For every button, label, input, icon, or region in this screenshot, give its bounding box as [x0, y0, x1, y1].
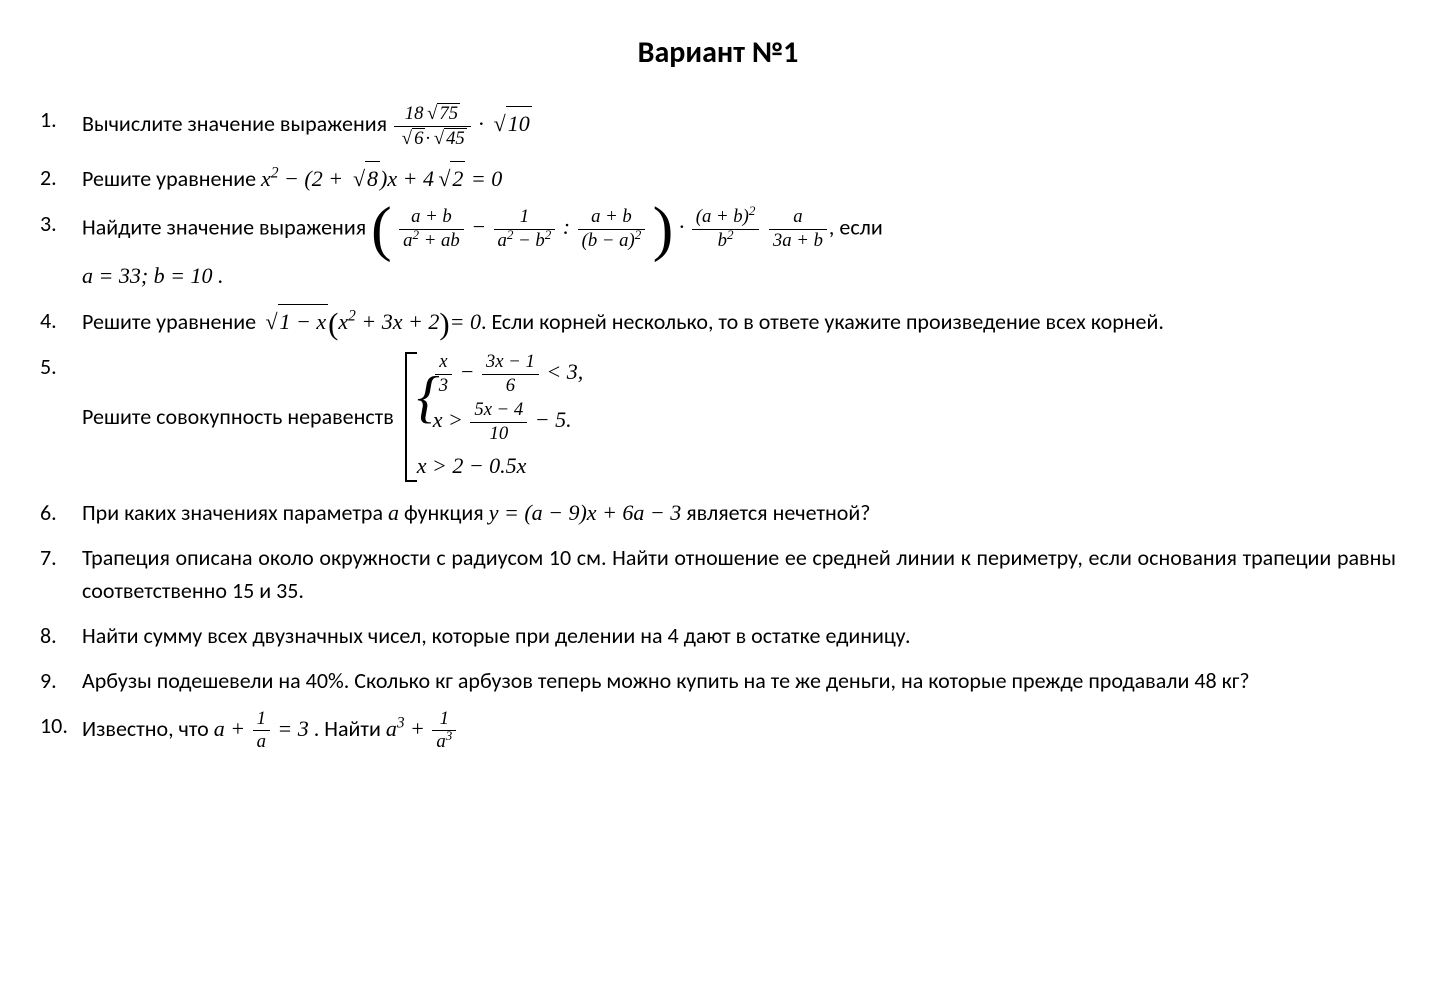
- p5-line1: x3 − 3x − 16 < 3,: [433, 350, 584, 398]
- problem-10: Известно, что a + 1a = 3 . Найти a3 + 1a…: [40, 709, 1396, 753]
- p3-f4de: 2: [727, 226, 734, 241]
- p5-l1f2d: 6: [482, 375, 539, 397]
- p2-x: x: [261, 166, 271, 191]
- p10-e2fdb: a: [436, 731, 445, 752]
- problem-7: Трапеция описана около окружности с ради…: [40, 541, 1396, 607]
- p10-text-mid: . Найти: [309, 715, 386, 742]
- p5-l1end: < 3,: [541, 359, 583, 384]
- p3-f5n: a: [769, 207, 827, 230]
- p3-f2dm: − b: [513, 230, 544, 251]
- p3-f2de2: 2: [545, 226, 552, 241]
- p3-f5d: 3a + b: [769, 230, 827, 252]
- p10-text-before: Известно, что: [82, 715, 214, 742]
- p6-text-mid: функция: [399, 499, 489, 526]
- p8-text: Найти сумму всех двузначных чисел, котор…: [82, 622, 911, 649]
- p10-e1r: = 3: [272, 716, 309, 741]
- p10-e2e1: 3: [397, 714, 405, 731]
- p10-eq2: a3 + 1a3: [386, 716, 458, 741]
- p5-l1mid: −: [454, 359, 480, 384]
- p3-values: a = 33; b = 10 .: [82, 259, 1396, 292]
- p2-part3: )x + 4: [380, 166, 434, 191]
- p6-text-before: При каких значениях параметра: [82, 499, 388, 526]
- p5-system: { x3 − 3x − 16 < 3, x > 5x − 410 − 5. x …: [399, 350, 584, 483]
- p3-text-after: , если: [829, 213, 883, 240]
- p5-l1f2n: 3x − 1: [482, 352, 539, 375]
- p3-f1n: a + b: [399, 207, 464, 230]
- problem-5: Решите совокупность неравенств { x3 − 3x…: [40, 350, 1396, 483]
- p3-expression: ( a + b a2 + ab − 1 a2 − b2 : a + b (b −…: [371, 207, 829, 251]
- p1-rad-10: 10: [506, 106, 532, 140]
- page-title: Вариант №1: [40, 30, 1396, 75]
- p3-f1d2: + ab: [419, 230, 460, 251]
- p2-part2: − (2 +: [279, 166, 349, 191]
- p1-coef: 18: [405, 103, 424, 124]
- p2-equation: x2 − (2 + 8)x + 42 = 0: [261, 166, 502, 191]
- p10-e2fde: 3: [446, 728, 453, 743]
- p10-e1fn: 1: [253, 709, 270, 732]
- p4-equation: 1 − x(x2 + 3x + 2)= 0: [261, 309, 481, 334]
- p3-f4nb: (a + b): [696, 206, 749, 227]
- p6-var: a: [388, 500, 399, 525]
- p3-text: Найдите значение выражения: [82, 213, 371, 240]
- p2-rad8: 8: [365, 161, 380, 195]
- p10-e2l: a: [386, 716, 397, 741]
- p1-rad-6: 6: [412, 128, 425, 150]
- p1-fraction: 1875 6·45: [394, 103, 471, 149]
- problem-6: При каких значениях параметра a функция …: [40, 496, 1396, 529]
- problem-list: Вычислите значение выражения 1875 6·45 ·…: [40, 103, 1396, 753]
- p1-rad-75: 75: [437, 103, 460, 125]
- problem-8: Найти сумму всех двузначных чисел, котор…: [40, 619, 1396, 652]
- p9-text: Арбузы подешевели на 40%. Сколько кг арб…: [82, 667, 1250, 694]
- p3-f4ne: 2: [749, 203, 756, 218]
- problem-3: Найдите значение выражения ( a + b a2 + …: [40, 207, 1396, 292]
- p5-line2: x > 5x − 410 − 5.: [433, 398, 584, 446]
- p4-text-before: Решите уравнение: [82, 308, 261, 335]
- p2-text: Решите уравнение: [82, 165, 261, 192]
- p3-f4d: b: [718, 230, 727, 251]
- p1-rad-45: 45: [444, 128, 467, 150]
- problem-4: Решите уравнение 1 − x(x2 + 3x + 2)= 0. …: [40, 304, 1396, 338]
- p2-rad2: 2: [450, 161, 465, 195]
- p5-text: Решите совокупность неравенств: [82, 400, 394, 433]
- p4-text-after: . Если корней несколько, то в ответе ука…: [481, 308, 1164, 335]
- p10-eq1: a + 1a = 3: [214, 716, 309, 741]
- p4-rad: 1 − x: [278, 304, 329, 338]
- p2-part4: = 0: [465, 166, 502, 191]
- p4-end: = 0: [450, 309, 481, 334]
- p7-text: Трапеция описана около окружности с ради…: [82, 544, 1396, 604]
- p6-text-after: является нечетной?: [681, 499, 870, 526]
- p10-e2fn: 1: [432, 709, 456, 732]
- p10-e2m: +: [405, 716, 431, 741]
- p5-l2e: − 5.: [529, 407, 571, 432]
- p3-f3db: (b − a): [582, 230, 635, 251]
- problem-9: Арбузы подешевели на 40%. Сколько кг арб…: [40, 664, 1396, 697]
- p10-e1l: a +: [214, 716, 251, 741]
- p2-exp: 2: [271, 165, 279, 182]
- p4-pc2: + 3x + 2: [356, 309, 439, 334]
- p10-e1fd: a: [253, 731, 270, 753]
- problem-2: Решите уравнение x2 − (2 + 8)x + 42 = 0: [40, 161, 1396, 195]
- p5-l2fd: 10: [470, 423, 527, 445]
- p3-f3de: 2: [635, 226, 642, 241]
- p1-text: Вычислите значение выражения: [82, 110, 392, 137]
- p6-eq: y = (a − 9)x + 6a − 3: [489, 500, 682, 525]
- p5-line3: x > 2 − 0.5x: [417, 447, 584, 484]
- p4-pc1: x: [338, 309, 348, 334]
- problem-1: Вычислите значение выражения 1875 6·45 ·…: [40, 103, 1396, 149]
- p1-sqrt-10: 10: [489, 106, 531, 140]
- p4-pe: 2: [348, 308, 356, 325]
- p3-f2d1: a: [498, 230, 507, 251]
- p5-l2fn: 5x − 4: [470, 400, 527, 423]
